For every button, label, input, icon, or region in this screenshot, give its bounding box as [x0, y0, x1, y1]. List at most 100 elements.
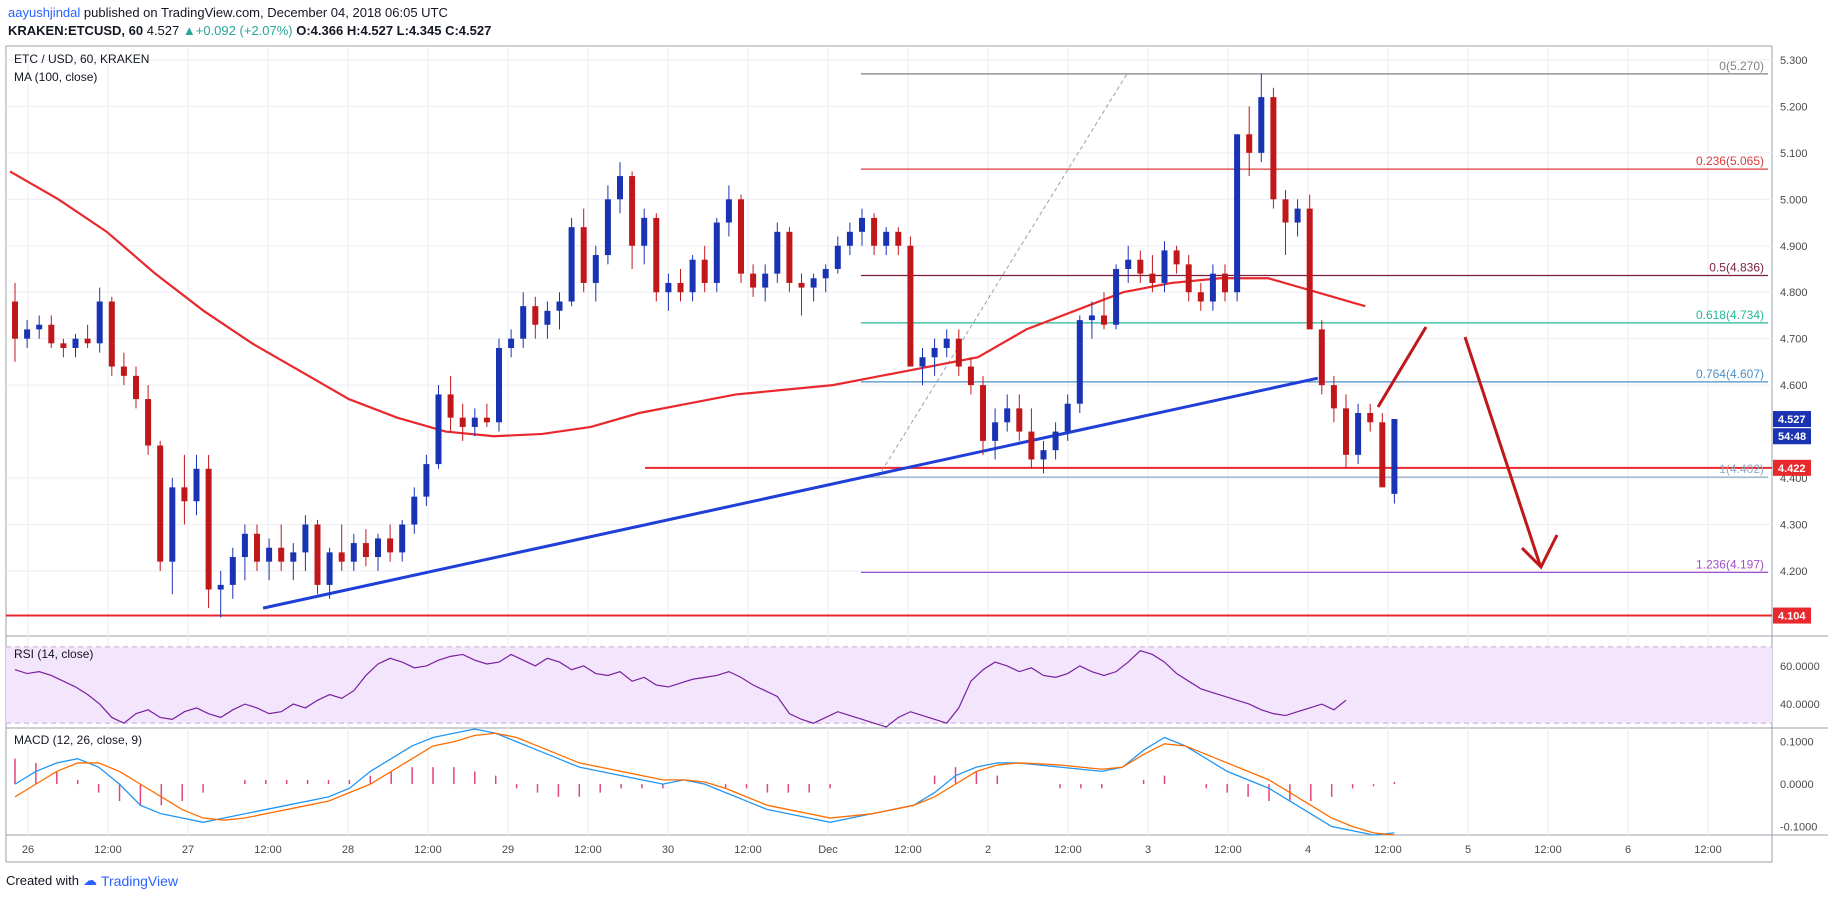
tradingview-brand[interactable]: TradingView [100, 872, 179, 889]
x-tick-label: 5 [1465, 844, 1471, 856]
candle-body [810, 278, 817, 288]
candle-body [520, 306, 527, 339]
candle-body [895, 231, 902, 246]
footer: Created with ☁ TradingView [6, 872, 178, 889]
candle-body [483, 417, 490, 423]
main-chart-title: ETC / USD, 60, KRAKEN [14, 52, 149, 66]
y-tick-label: 4.200 [1780, 566, 1808, 578]
fib-level-label: 1(4.402) [1719, 462, 1764, 476]
x-tick-label: 12:00 [94, 844, 122, 856]
fib-level-label: 0(5.270) [1719, 59, 1764, 73]
candle-body [169, 487, 176, 562]
y-tick-label: 5.100 [1780, 148, 1808, 160]
candle-body [241, 533, 248, 558]
up-triangle-icon: ▲ [182, 23, 196, 38]
candle-body [1246, 134, 1253, 153]
y-tick-label: 4.600 [1780, 380, 1808, 392]
x-tick-label: 2 [985, 844, 991, 856]
candle-body [399, 524, 406, 553]
candle-body [871, 217, 878, 246]
x-tick-label: 26 [22, 844, 34, 856]
candle-body [314, 524, 321, 585]
ma100-line [9, 170, 1366, 438]
symbol-interval: KRAKEN:ETCUSD, 60 [8, 23, 144, 38]
candle-body [532, 306, 539, 325]
macd-label: MACD (12, 26, close, 9) [14, 733, 142, 747]
author-link[interactable]: aayushjindal [8, 5, 81, 20]
candle-body [1004, 408, 1011, 423]
x-tick-label: 12:00 [414, 844, 442, 856]
ohlc-line: KRAKEN:ETCUSD, 60 4.527 ▲+0.092 (+2.07%)… [8, 22, 491, 40]
price-badge-label: 4.422 [1778, 463, 1806, 475]
candle-body [1040, 450, 1047, 460]
candle-body [1234, 134, 1241, 293]
x-tick-label: 12:00 [1694, 844, 1722, 856]
candle-body [1076, 320, 1083, 404]
x-tick-label: 12:00 [574, 844, 602, 856]
price-badge-label: 4.104 [1778, 611, 1806, 623]
candle-body [629, 176, 636, 246]
price-change: +0.092 (+2.07%) [195, 23, 293, 38]
rsi-label: RSI (14, close) [14, 647, 93, 661]
candle-body [1197, 292, 1204, 302]
candle-body [1088, 315, 1095, 321]
candle-body [617, 176, 623, 200]
candle-body [1173, 250, 1180, 265]
price-badge-label: 4.527 [1778, 414, 1806, 426]
candle-body [725, 199, 732, 223]
candle-body [1161, 250, 1168, 283]
candle-body [459, 417, 466, 427]
candle-body [96, 301, 103, 344]
candle-body [338, 552, 345, 562]
tradingview-logo-icon[interactable]: ☁ [82, 872, 97, 888]
candle-body [205, 468, 212, 590]
candle-body [1028, 431, 1035, 460]
candle-body [689, 259, 696, 293]
candle-body [36, 324, 43, 330]
candle-body [1379, 422, 1386, 488]
x-tick-label: Dec [818, 844, 838, 856]
y-tick-label: 4.400 [1780, 473, 1808, 485]
fib-level-label: 0.764(4.607) [1696, 367, 1764, 381]
fib-level-label: 1.236(4.197) [1696, 557, 1764, 571]
candle-body [592, 255, 599, 283]
candle-body [254, 533, 260, 562]
candle-body [604, 199, 611, 256]
candle-body [1318, 329, 1325, 386]
candle-body [1137, 259, 1144, 274]
candle-body [12, 301, 18, 339]
candle-body [496, 347, 502, 423]
candle-body [447, 394, 454, 418]
candle-body [120, 366, 127, 376]
candle-body [266, 547, 273, 562]
candle-body [1064, 403, 1071, 432]
candle-body [350, 543, 357, 562]
candle-body [907, 245, 914, 367]
candle-body [980, 385, 986, 441]
x-tick-label: 12:00 [1374, 844, 1402, 856]
created-with-text: Created with [6, 873, 79, 888]
y-tick-label: 4.900 [1780, 241, 1808, 253]
candle-body [834, 245, 841, 269]
fib-level-label: 0.5(4.836) [1709, 260, 1764, 274]
candle-body [580, 227, 587, 283]
candle-body [738, 199, 744, 274]
candle-body [1367, 413, 1374, 423]
macd-line [14, 728, 1395, 836]
price-badge-label: 54:48 [1778, 431, 1806, 443]
candle-body [60, 343, 67, 348]
candle-body [568, 227, 575, 302]
candle-body [145, 399, 152, 446]
candle-body [72, 338, 79, 348]
candle-body [859, 217, 865, 232]
candle-body [1391, 419, 1398, 494]
fib-level-label: 0.236(5.065) [1696, 154, 1764, 168]
y-tick-label: 4.700 [1780, 334, 1808, 346]
candle-body [1222, 273, 1228, 293]
ohlc-values: O:4.366 H:4.527 L:4.345 C:4.527 [296, 23, 492, 38]
candle-body [217, 584, 224, 590]
candle-body [701, 259, 708, 283]
y-tick-label: 5.200 [1780, 101, 1808, 113]
candle-body [665, 282, 672, 293]
